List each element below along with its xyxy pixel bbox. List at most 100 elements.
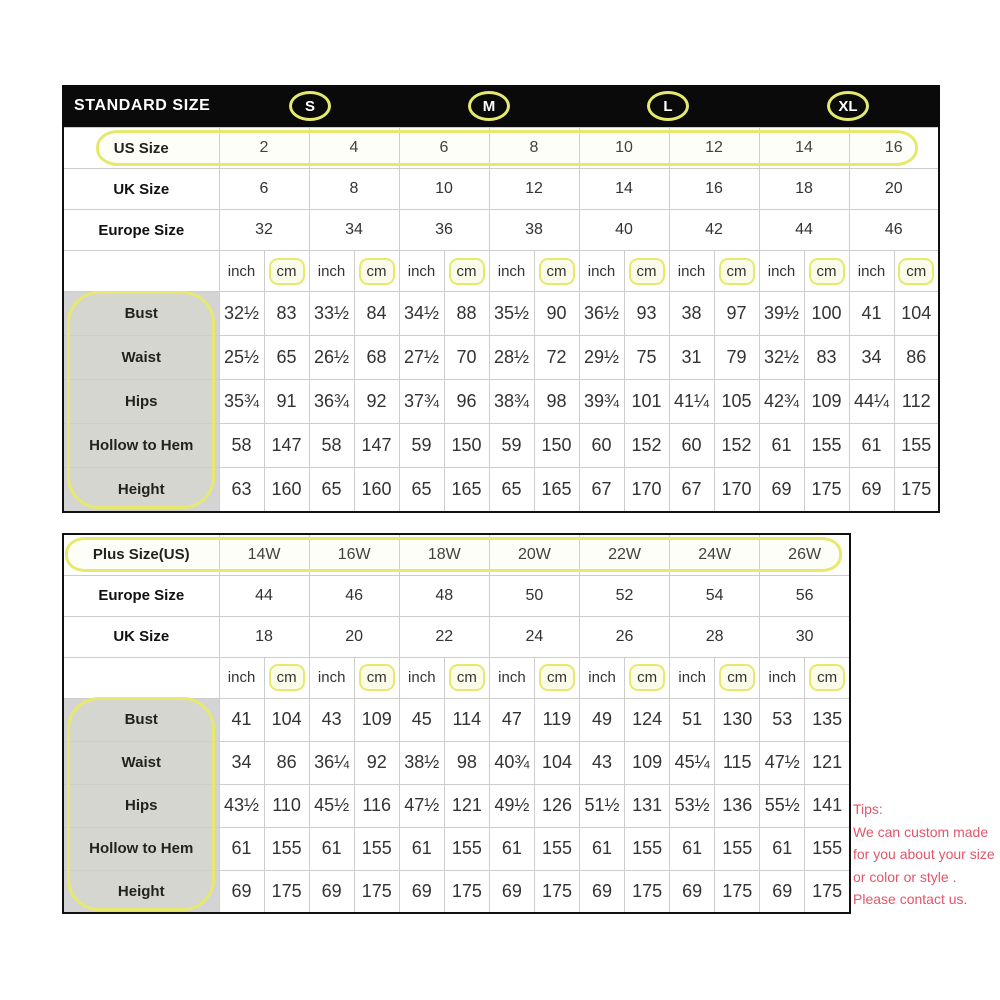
size-cell: 24W	[669, 533, 761, 576]
measure-cell: 152	[713, 423, 760, 468]
measure-cell: 84	[353, 291, 400, 336]
measure-cell: 92	[353, 740, 400, 785]
row-label: Europe Size	[62, 209, 220, 251]
size-cell: 56	[759, 574, 851, 617]
measure-cell: 47	[488, 697, 535, 742]
measure-cell: 65	[488, 467, 535, 512]
measure-cell: 141	[804, 783, 851, 828]
measure-cell: 53	[759, 697, 806, 742]
unit-cell-cm: cm	[713, 250, 760, 292]
measure-cell: 61	[848, 423, 895, 468]
measure-cell: 165	[533, 467, 580, 512]
measure-cell: 43	[308, 697, 355, 742]
row-label: US Size	[62, 127, 220, 169]
measure-cell: 175	[263, 869, 310, 914]
measure-cell: 109	[353, 697, 400, 742]
measure-cell: 67	[578, 467, 625, 512]
measure-cell: 79	[713, 335, 760, 380]
size-cell: 2	[218, 127, 310, 169]
measure-cell: 90	[533, 291, 580, 336]
size-cell: 32	[218, 209, 310, 251]
row-label: Bust	[62, 291, 220, 336]
measure-cell: 51½	[578, 783, 626, 828]
measure-cell: 92	[353, 379, 400, 424]
measure-cell: 150	[533, 423, 580, 468]
size-cell: 12	[668, 127, 760, 169]
measure-cell: 170	[623, 467, 670, 512]
row-label: Hips	[62, 379, 220, 424]
measure-cell: 32½	[218, 291, 265, 336]
tips-line: Please contact us.	[853, 891, 968, 907]
measure-cell: 175	[714, 869, 761, 914]
measurement-row: Waist 34 86 36¼ 92 38½ 98 40¾ 104 43 109 45¼ 115 47½ 1…	[62, 740, 851, 785]
size-cell: 16W	[308, 533, 400, 576]
size-letter-oval-l: L	[647, 91, 689, 121]
plus-size-table: Plus Size(US) 14W 16W 18W 20W 22W 24W 26W Europe…	[62, 533, 851, 914]
measure-cell: 119	[533, 697, 581, 742]
unit-cell-inch: inch	[578, 250, 625, 292]
measure-cell: 27½	[398, 335, 445, 380]
measure-cell: 110	[263, 783, 310, 828]
row-label: Hollow to Hem	[62, 826, 220, 871]
unit-cell-inch: inch	[578, 656, 626, 699]
measure-cell: 175	[353, 869, 400, 914]
unit-cell-cm: cm	[353, 656, 400, 699]
unit-cell-cm: cm	[533, 250, 580, 292]
measure-cell: 41	[218, 697, 265, 742]
size-cell: 44	[218, 574, 310, 617]
measure-cell: 175	[624, 869, 671, 914]
tips-title: Tips:	[853, 801, 883, 817]
measure-cell: 36¼	[308, 740, 355, 785]
size-cell: 48	[398, 574, 490, 617]
unit-row: inch cm inch cm inch cm inch cm inch cm inch cm inch…	[62, 656, 851, 699]
standard-size-table-section: STANDARD SIZE S M L XL US Size 2 4 6 8 10 12 14 16 U…	[62, 85, 940, 513]
measure-cell: 37¾	[398, 379, 445, 424]
row-label-empty	[62, 656, 220, 699]
size-cell: 52	[578, 574, 671, 617]
size-cell: 34	[308, 209, 400, 251]
measure-cell: 121	[804, 740, 851, 785]
measurement-row: Hips 35¾ 91 36¾ 92 37¾ 96 38¾ 98 39¾ 101 41¼ 105 42¾ 1…	[62, 379, 940, 424]
measure-cell: 45¼	[669, 740, 716, 785]
size-cell: 20W	[488, 533, 581, 576]
measure-cell: 155	[714, 826, 761, 871]
measure-cell: 124	[624, 697, 671, 742]
measure-cell: 69	[759, 869, 806, 914]
measure-cell: 130	[714, 697, 761, 742]
measurement-row: Bust 32½ 83 33½ 84 34½ 88 35½ 90 36½ 93 38 97 39½ 100 4…	[62, 291, 940, 336]
cm-highlight-box: cm	[538, 664, 575, 691]
measure-cell: 49	[578, 697, 626, 742]
measure-cell: 61	[669, 826, 716, 871]
measure-cell: 175	[803, 467, 850, 512]
unit-cell-inch: inch	[758, 250, 805, 292]
measure-cell: 86	[263, 740, 310, 785]
unit-cell-cm: cm	[353, 250, 400, 292]
measure-cell: 114	[443, 697, 490, 742]
measure-cell: 40¾	[488, 740, 535, 785]
measure-cell: 155	[893, 423, 940, 468]
measure-cell: 47½	[759, 740, 806, 785]
measure-cell: 32½	[758, 335, 805, 380]
measure-cell: 69	[488, 869, 535, 914]
plus-table-body: Plus Size(US) 14W 16W 18W 20W 22W 24W 26W Europe…	[62, 533, 851, 914]
size-cell: 28	[669, 615, 761, 658]
measure-cell: 65	[398, 467, 445, 512]
size-cell: 26W	[759, 533, 851, 576]
measure-cell: 34	[218, 740, 265, 785]
unit-cell-inch: inch	[218, 250, 265, 292]
unit-cell-cm: cm	[263, 656, 310, 699]
measure-cell: 33½	[308, 291, 355, 336]
size-cell: 10	[398, 168, 490, 210]
measurement-row: Bust 41 104 43 109 45 114 47 119 49 124 51 130 53 135	[62, 697, 851, 742]
unit-cell-inch: inch	[488, 250, 535, 292]
measure-cell: 65	[308, 467, 355, 512]
measure-cell: 70	[443, 335, 490, 380]
row-label: Hollow to Hem	[62, 423, 220, 468]
size-cell: 6	[218, 168, 310, 210]
measure-cell: 25½	[218, 335, 265, 380]
measure-cell: 41	[848, 291, 895, 336]
cm-highlight-box: cm	[268, 257, 305, 285]
measure-cell: 68	[353, 335, 400, 380]
measure-cell: 83	[803, 335, 850, 380]
measure-cell: 170	[713, 467, 760, 512]
